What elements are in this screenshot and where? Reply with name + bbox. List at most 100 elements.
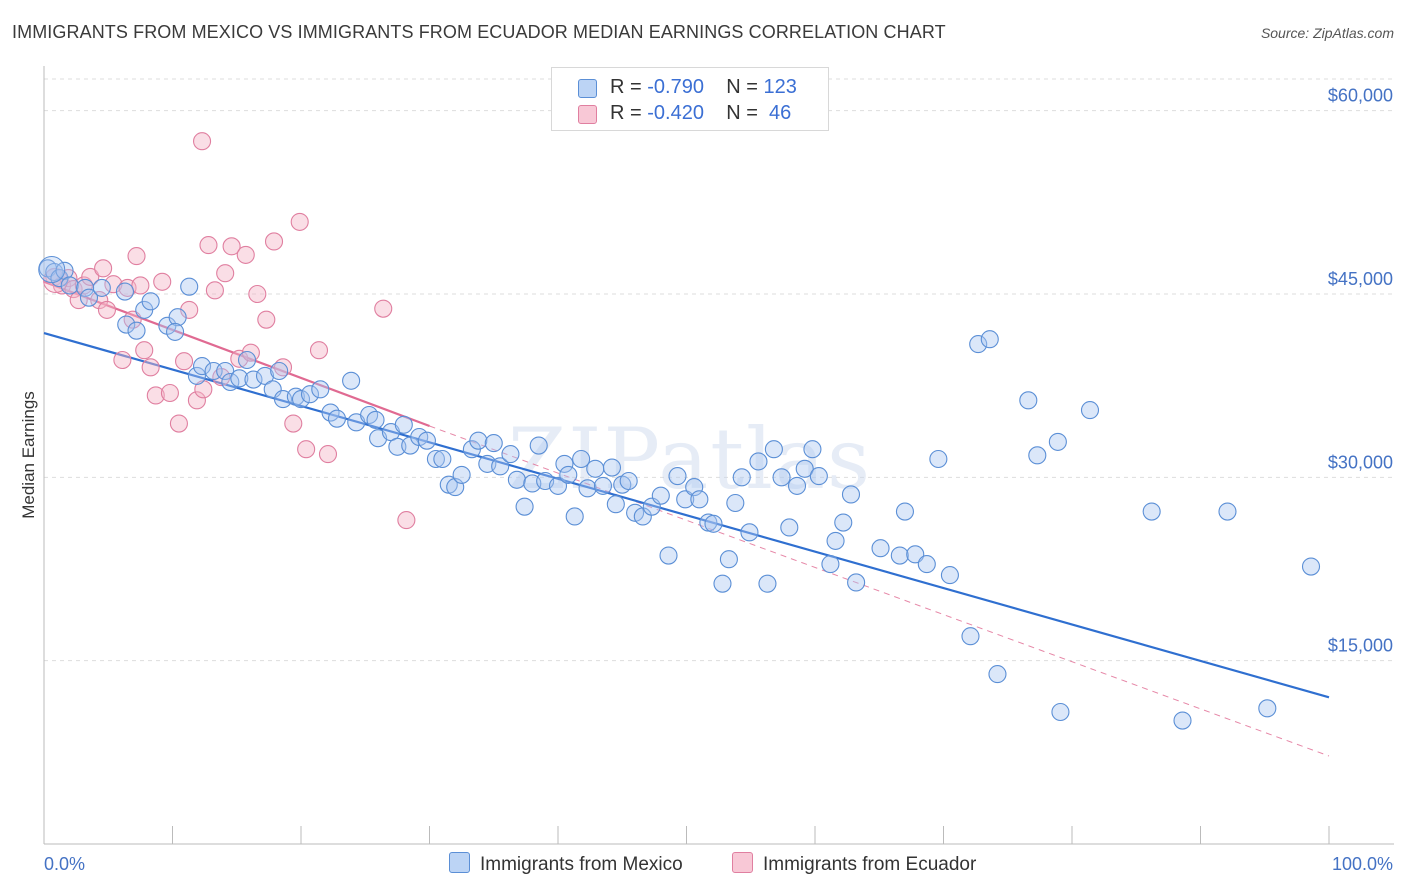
point-mexico <box>578 479 597 498</box>
point-mexico <box>529 436 548 455</box>
point-ecuador <box>127 247 146 266</box>
point-mexico <box>300 385 320 404</box>
point-mexico <box>187 366 206 385</box>
point-ecuador <box>309 341 329 360</box>
point-mexico <box>291 390 311 409</box>
point-mexico <box>780 518 799 537</box>
point-mexico <box>180 277 199 296</box>
y-tick-label: $30,000 <box>1328 452 1393 472</box>
point-ecuador <box>248 284 267 304</box>
bottom-legend-swatch-ecuador <box>732 852 753 873</box>
y-tick-label: $45,000 <box>1328 269 1393 289</box>
point-mexico <box>270 361 289 381</box>
point-mexico <box>619 471 638 491</box>
point-mexico <box>795 459 814 478</box>
chart-title: IMMIGRANTS FROM MEXICO VS IMMIGRANTS FRO… <box>12 22 946 42</box>
points-mexico <box>38 256 1321 730</box>
point-mexico <box>255 366 275 385</box>
point-ecuador <box>257 310 276 329</box>
point-ecuador <box>222 237 241 256</box>
point-mexico <box>1019 391 1038 410</box>
point-mexico <box>342 371 361 390</box>
point-mexico <box>749 452 768 471</box>
point-mexico <box>166 322 185 341</box>
legend-n-label: N = <box>726 76 758 98</box>
point-mexico <box>417 431 436 450</box>
point-mexico <box>1218 502 1237 521</box>
point-mexico <box>559 465 578 484</box>
point-ecuador <box>160 383 179 403</box>
point-ecuador <box>230 349 249 368</box>
point-mexico <box>515 497 534 516</box>
bottom-legend-swatch-mexico <box>449 852 470 873</box>
point-mexico <box>1142 502 1161 521</box>
point-ecuador <box>199 236 218 255</box>
trend-line-ecuador <box>43 280 430 428</box>
point-mexico <box>230 369 249 388</box>
trend-lines <box>43 280 1330 757</box>
point-mexico <box>1051 702 1070 722</box>
point-mexico <box>929 449 948 469</box>
point-mexico <box>676 490 695 509</box>
point-mexico <box>555 454 574 473</box>
point-ecuador <box>135 341 154 360</box>
point-mexico <box>1080 401 1100 420</box>
point-mexico <box>895 502 915 521</box>
point-mexico <box>572 449 591 469</box>
point-mexico <box>940 566 959 585</box>
point-ecuador <box>187 391 206 410</box>
legend-swatch-ecuador <box>578 105 597 124</box>
point-ecuador <box>104 275 123 294</box>
y-tick-label: $15,000 <box>1328 636 1393 656</box>
legend-r-label: R = <box>610 76 642 98</box>
point-mexico <box>115 282 135 301</box>
point-ecuador <box>264 232 284 251</box>
point-mexico <box>821 555 840 574</box>
point-mexico <box>1028 446 1047 465</box>
point-mexico <box>394 415 413 434</box>
point-ecuador <box>216 264 235 283</box>
point-mexico <box>79 288 99 307</box>
point-mexico <box>1258 699 1277 718</box>
point-mexico <box>732 468 751 487</box>
legend-r-value: -0.420 <box>647 102 704 124</box>
point-ecuador <box>290 212 309 231</box>
point-mexico <box>484 434 503 453</box>
point-mexico <box>565 507 584 526</box>
point-ecuador <box>397 511 416 530</box>
correlation-legend: R = -0.790 N = 123 R = -0.420 N = 46 <box>551 67 829 131</box>
point-mexico <box>803 440 822 459</box>
y-axis-title: Median Earnings <box>19 391 38 519</box>
point-mexico <box>168 308 187 327</box>
legend-n-value: 46 <box>769 102 792 124</box>
trend-line-mexico <box>43 332 1330 699</box>
point-mexico <box>507 470 526 489</box>
point-mexico <box>834 513 853 532</box>
point-mexico <box>633 507 652 526</box>
point-mexico <box>809 467 828 486</box>
point-mexico <box>668 467 687 486</box>
point-ecuador <box>236 245 255 264</box>
point-mexico <box>311 380 330 399</box>
bottom-legend-label-mexico: Immigrants from Mexico <box>480 854 683 875</box>
point-mexico <box>969 335 988 354</box>
point-mexico <box>847 573 866 592</box>
point-mexico <box>651 486 670 505</box>
point-mexico <box>548 476 568 495</box>
point-mexico <box>469 431 488 450</box>
point-ecuador <box>113 350 132 370</box>
point-ecuador <box>94 259 113 278</box>
point-ecuador <box>175 352 194 371</box>
point-mexico <box>906 545 925 564</box>
point-mexico <box>1048 432 1067 451</box>
point-ecuador <box>141 358 160 377</box>
point-mexico <box>1301 557 1321 576</box>
legend-n-value: 123 <box>763 76 797 98</box>
bottom-legend-ecuador: Immigrants from Ecuador <box>732 852 976 876</box>
x-tick-label: 100.0% <box>1332 854 1393 874</box>
bottom-legend-label-ecuador: Immigrants from Ecuador <box>763 854 977 875</box>
point-mexico <box>719 550 738 569</box>
legend-r-value: -0.790 <box>647 76 704 98</box>
trend-line-ecuador-extension <box>429 425 1330 757</box>
point-ecuador <box>284 414 303 433</box>
